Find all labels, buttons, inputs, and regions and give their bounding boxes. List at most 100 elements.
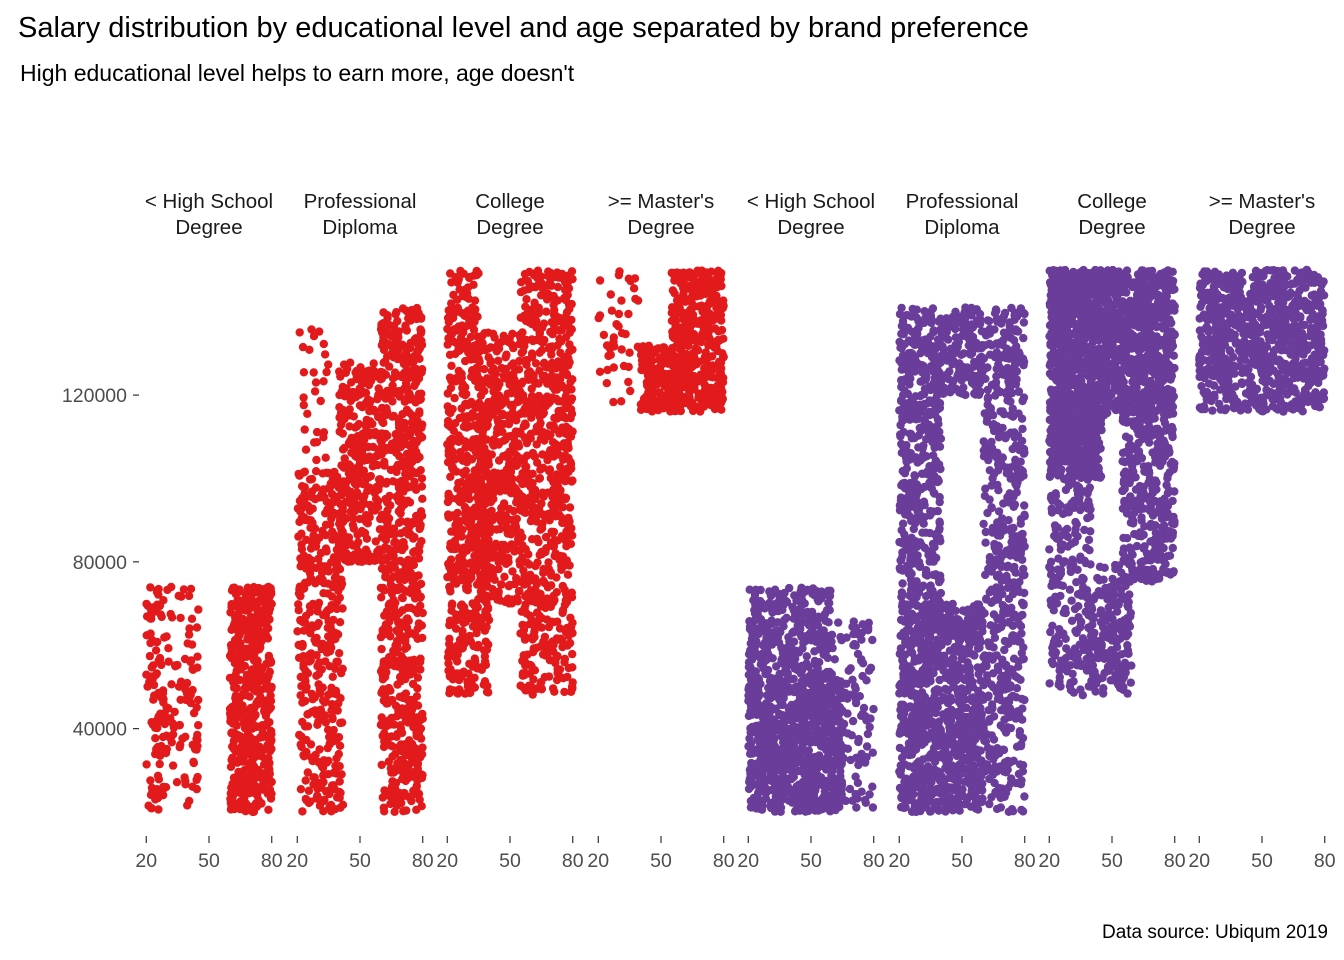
data-point (416, 329, 426, 338)
x-tick-label: 80 (713, 850, 735, 872)
data-point (542, 363, 551, 372)
data-point (369, 405, 379, 415)
data-point (237, 645, 246, 654)
data-point (242, 706, 251, 715)
data-point (256, 686, 265, 695)
data-point (301, 493, 311, 502)
data-point (551, 549, 560, 558)
data-point (361, 428, 371, 437)
data-point (413, 455, 422, 464)
data-point (300, 502, 310, 511)
data-point (507, 540, 516, 549)
data-point (536, 525, 545, 534)
facet-label-line1: >= Master's (608, 190, 714, 213)
data-point (346, 507, 355, 516)
data-point (231, 670, 240, 680)
data-point (445, 350, 455, 359)
data-point (398, 593, 407, 603)
data-point (595, 367, 605, 376)
data-point (412, 805, 421, 814)
data-point (307, 542, 317, 551)
data-point (537, 335, 546, 344)
data-point (466, 558, 476, 567)
data-point (372, 482, 381, 492)
data-point (300, 617, 310, 627)
data-point (388, 777, 397, 786)
data-point (243, 592, 253, 601)
data-point (411, 630, 420, 640)
data-point (533, 558, 542, 567)
data-point (658, 343, 668, 352)
data-point (493, 356, 503, 365)
data-point (184, 630, 194, 639)
data-point (672, 296, 682, 305)
data-point (298, 807, 307, 816)
data-point (463, 677, 472, 687)
data-point (629, 284, 639, 293)
data-point (315, 533, 324, 542)
data-point (338, 515, 347, 525)
data-point (412, 728, 421, 737)
data-point (518, 541, 527, 550)
data-point (231, 616, 240, 625)
data-point (315, 745, 324, 754)
data-point (233, 758, 242, 767)
data-point (358, 528, 368, 538)
data-point (294, 469, 303, 479)
data-point (602, 379, 611, 388)
data-point (562, 308, 572, 317)
data-point (561, 403, 571, 413)
data-point (557, 269, 567, 279)
data-point (259, 605, 268, 615)
data-point (454, 478, 463, 488)
data-point (458, 380, 467, 389)
data-point (533, 406, 542, 415)
data-point (560, 654, 570, 664)
data-point (155, 655, 165, 664)
data-point (358, 480, 368, 489)
data-point (306, 649, 316, 658)
data-point (344, 533, 354, 542)
data-point (464, 634, 473, 643)
data-point (687, 298, 696, 307)
data-point (151, 671, 160, 680)
data-point (304, 515, 313, 524)
data-point (677, 338, 686, 347)
data-point (518, 469, 527, 478)
data-point (567, 682, 577, 691)
data-point (364, 511, 374, 520)
data-point (349, 524, 358, 533)
data-point (316, 396, 325, 406)
data-point (497, 540, 506, 550)
data-point (516, 629, 525, 638)
data-point (234, 799, 243, 808)
data-point (412, 447, 421, 457)
data-point (401, 482, 411, 492)
data-point (475, 347, 484, 356)
data-point (325, 732, 334, 742)
data-point (402, 643, 412, 652)
data-point (400, 418, 409, 428)
data-point (477, 590, 486, 600)
x-tick-label: 20 (286, 850, 308, 872)
data-point (491, 470, 501, 479)
data-point (414, 340, 424, 349)
data-point (261, 597, 271, 606)
data-point (151, 646, 161, 655)
data-point (335, 649, 344, 658)
data-point (335, 552, 344, 562)
data-point (297, 540, 306, 549)
data-point (309, 754, 318, 763)
data-point (377, 713, 386, 722)
data-point (560, 687, 569, 697)
data-point (231, 747, 241, 756)
data-point (671, 390, 680, 400)
data-point (296, 562, 305, 571)
data-point (448, 463, 458, 472)
data-point (311, 563, 321, 573)
data-point (645, 387, 654, 396)
data-point (179, 585, 189, 594)
data-point (506, 599, 516, 608)
data-point (563, 641, 572, 650)
